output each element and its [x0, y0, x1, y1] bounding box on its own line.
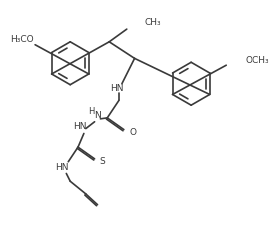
- Text: HN: HN: [55, 163, 68, 172]
- Text: OCH₃: OCH₃: [246, 56, 269, 65]
- Text: H₃CO: H₃CO: [10, 35, 33, 44]
- Text: S: S: [99, 157, 105, 166]
- Text: O: O: [130, 128, 137, 137]
- Text: HN: HN: [73, 122, 87, 131]
- Text: N: N: [94, 111, 101, 120]
- Text: CH₃: CH₃: [144, 18, 161, 27]
- Text: HN: HN: [110, 84, 124, 93]
- Text: H: H: [88, 106, 95, 115]
